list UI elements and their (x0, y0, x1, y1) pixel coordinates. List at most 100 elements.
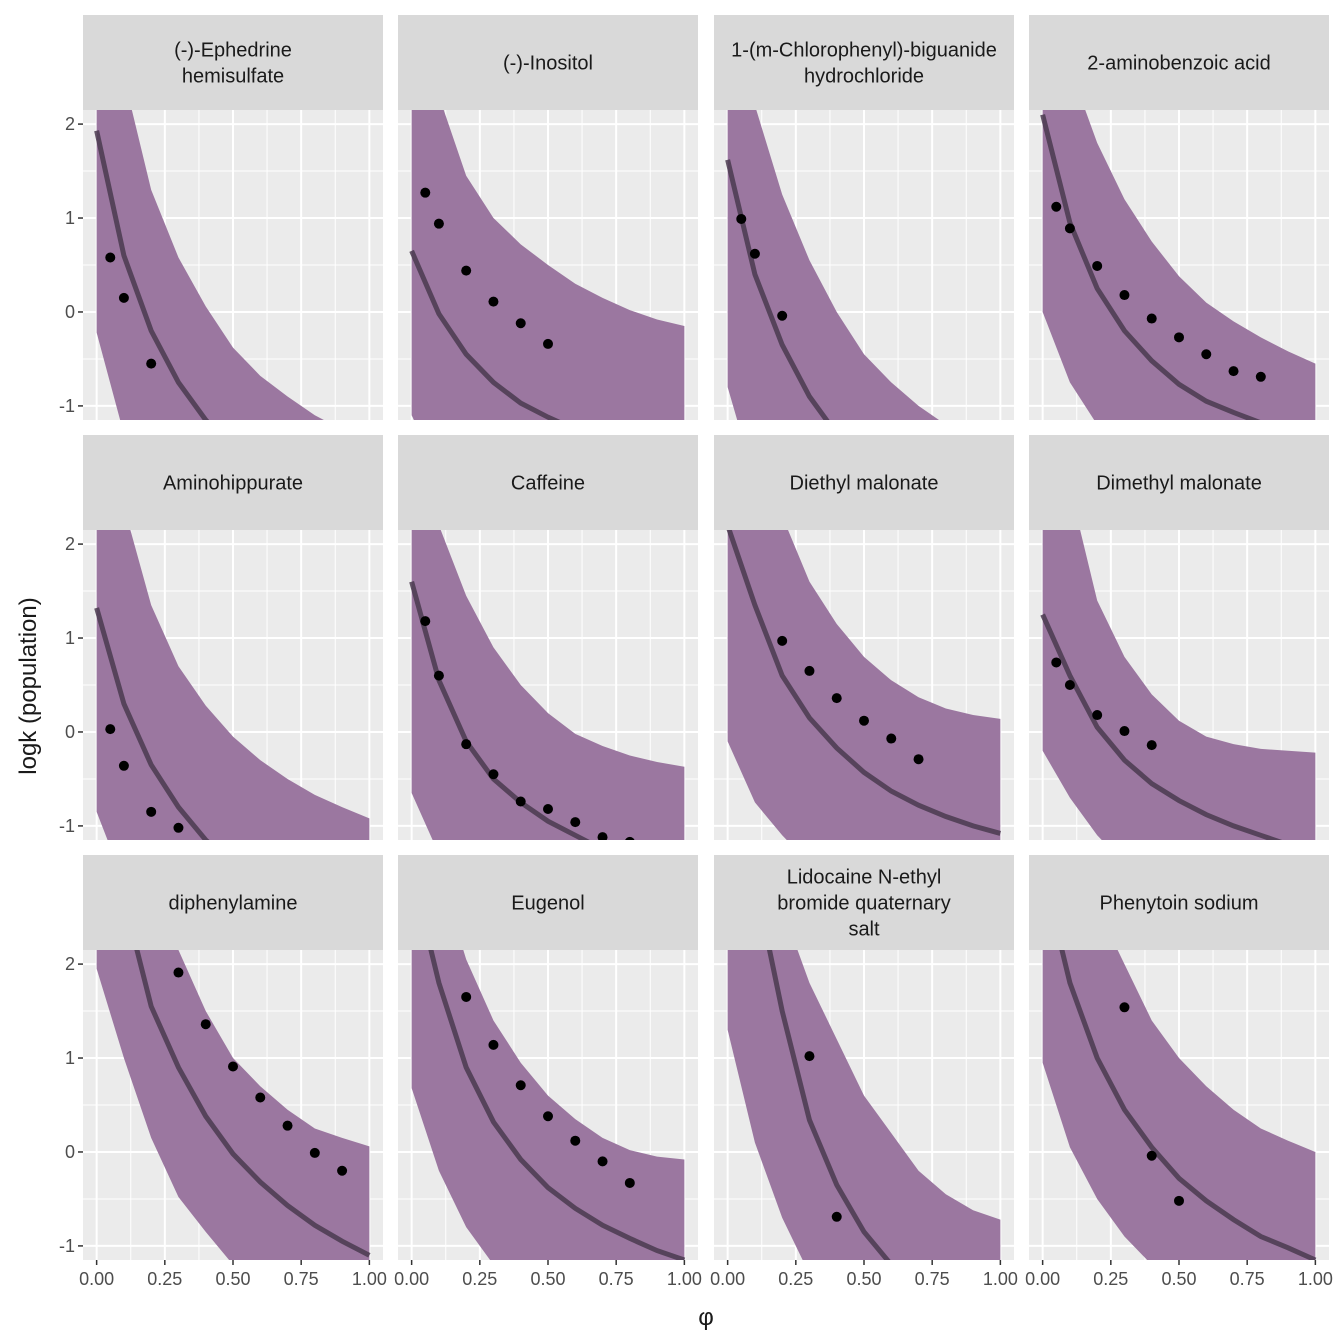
y-tick-label: 0 (65, 722, 75, 742)
panel-plot (94, 530, 370, 840)
x-tick-label: 0.50 (1161, 1269, 1196, 1289)
point (118, 292, 129, 303)
point (1051, 657, 1062, 668)
x-tick-label: 1.00 (983, 1269, 1018, 1289)
point (461, 739, 472, 750)
x-tick-label: 0.75 (915, 1269, 950, 1289)
x-axis-label: φ (698, 1304, 714, 1331)
point (255, 1092, 266, 1103)
x-tick-label: 0.00 (710, 1269, 745, 1289)
panel-title: Dimethyl malonate (1096, 473, 1262, 495)
point (777, 310, 788, 321)
strip (1029, 435, 1329, 530)
panel-plot (726, 530, 1002, 840)
y-tick-label: -1 (59, 396, 75, 416)
point (570, 1135, 581, 1146)
point (1174, 1195, 1184, 1206)
point (624, 1177, 635, 1188)
x-tick-label: 1.00 (667, 1269, 702, 1289)
point (200, 1019, 211, 1030)
fit-line (409, 581, 590, 840)
strip (714, 15, 1014, 110)
panel-title: (-)-Inositol (503, 53, 593, 75)
point (1119, 290, 1130, 301)
x-tick-label: 0.50 (530, 1269, 565, 1289)
x-tick-label: 0.25 (778, 1269, 813, 1289)
panel-title: (-)-Ephedrine (174, 40, 292, 62)
point (1092, 710, 1103, 721)
point (831, 693, 842, 704)
point (543, 804, 553, 814)
fit-line (766, 950, 891, 1260)
ribbon (96, 110, 324, 420)
point (1174, 332, 1184, 343)
ribbon (1042, 110, 1316, 420)
point (1051, 201, 1062, 212)
strip (398, 435, 698, 530)
ribbon (411, 950, 685, 1260)
point (886, 733, 897, 744)
point (1064, 680, 1075, 690)
x-tick-label: 0.00 (1025, 1269, 1060, 1289)
point (146, 806, 157, 817)
y-tick-label: 1 (65, 628, 75, 648)
panel-title: bromide quaternary (777, 893, 950, 915)
point (736, 213, 747, 224)
panel-plot (96, 950, 371, 1260)
panel-plot (94, 110, 324, 420)
x-tick-label: 1.00 (1298, 1269, 1333, 1289)
point (433, 218, 444, 229)
y-tick-label: 1 (65, 1048, 75, 1068)
panel-title: salt (848, 919, 880, 941)
fit-line (1040, 114, 1261, 420)
ribbon (411, 110, 685, 420)
panel-plot (1042, 950, 1317, 1260)
strip (83, 435, 383, 530)
point (282, 1120, 293, 1131)
point (1146, 740, 1157, 751)
point (804, 665, 815, 676)
y-tick-label: -1 (59, 1236, 75, 1256)
point (461, 991, 472, 1002)
strip (398, 855, 698, 950)
point (118, 760, 129, 771)
y-axis-label: logk (population) (15, 597, 42, 774)
panel-plot (1040, 530, 1316, 840)
panel-title: hydrochloride (804, 66, 924, 88)
y-tick-label: 2 (65, 114, 75, 134)
point (1255, 371, 1266, 382)
point (337, 1165, 348, 1176)
ribbon (96, 950, 370, 1260)
point (804, 1051, 815, 1062)
ribbon (727, 530, 1001, 840)
fit-line (94, 607, 210, 840)
point (515, 318, 526, 329)
panel-title: Lidocaine N-ethyl (787, 867, 942, 889)
strip (1029, 15, 1329, 110)
point (105, 252, 116, 263)
strip (83, 855, 383, 950)
point (433, 670, 444, 681)
point (625, 836, 635, 840)
strip (398, 15, 698, 110)
x-tick-label: 0.50 (215, 1269, 250, 1289)
fit-line (134, 950, 371, 1258)
point (1092, 260, 1103, 271)
point (1119, 726, 1130, 737)
x-tick-label: 0.00 (394, 1269, 429, 1289)
x-tick-label: 0.50 (846, 1269, 881, 1289)
fit-line (726, 530, 1002, 836)
panel-title: Phenytoin sodium (1100, 893, 1259, 915)
panel-plot (409, 530, 685, 840)
strip (1029, 855, 1329, 950)
y-tick-label: -1 (59, 816, 75, 836)
ribbon (1042, 530, 1316, 840)
x-tick-label: 0.00 (79, 1269, 114, 1289)
panel-plot (725, 110, 939, 420)
point (831, 1211, 842, 1222)
point (488, 1039, 499, 1050)
panel-plot (409, 110, 685, 420)
point (146, 358, 157, 369)
strip (714, 435, 1014, 530)
